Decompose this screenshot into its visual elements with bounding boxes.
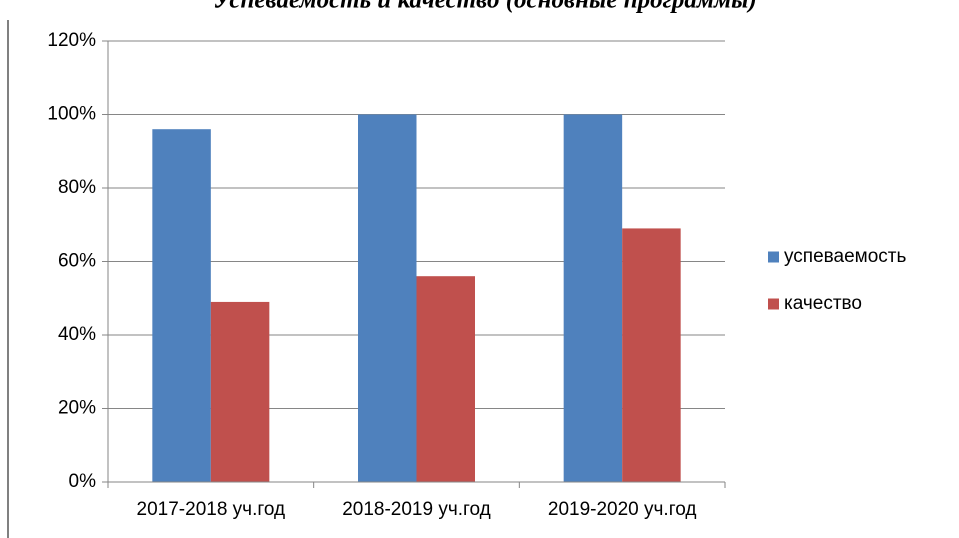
legend-swatch	[768, 251, 779, 263]
y-tick-label: 40%	[58, 324, 96, 345]
legend-label: качество	[784, 293, 862, 314]
bar	[622, 228, 681, 482]
y-tick-label: 100%	[47, 104, 96, 125]
y-tick-label: 80%	[58, 177, 96, 198]
y-tick-label: 0%	[69, 471, 97, 492]
bar	[416, 276, 475, 482]
y-tick-label: 120%	[47, 30, 96, 51]
bar	[152, 129, 211, 482]
bar	[210, 301, 270, 482]
x-tick-label: 2017-2018 уч.год	[137, 499, 286, 520]
bar	[358, 114, 417, 482]
x-tick-label: 2018-2019 уч.год	[342, 499, 491, 520]
x-tick-label: 2019-2020 уч.год	[548, 499, 697, 520]
chart-title: Успеваемость и качество (основные програ…	[213, 0, 757, 14]
bar	[563, 114, 623, 482]
legend-swatch	[768, 298, 779, 310]
y-tick-label: 60%	[58, 251, 96, 272]
legend-label: успеваемость	[784, 246, 906, 267]
y-tick-label: 20%	[58, 398, 96, 419]
